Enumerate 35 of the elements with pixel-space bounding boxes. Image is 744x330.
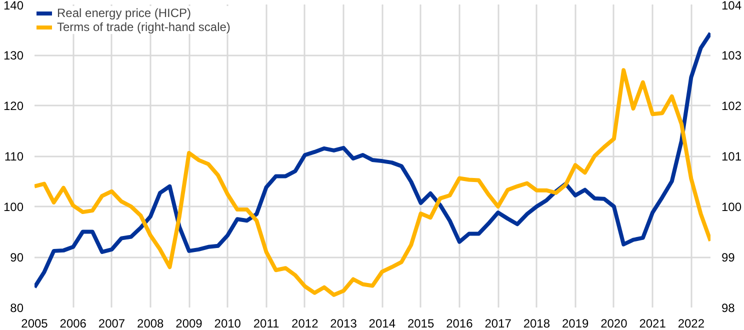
y2-tick-label: 104 bbox=[722, 0, 742, 12]
x-tick-label: 2019 bbox=[562, 316, 589, 330]
x-tick-label: 2005 bbox=[21, 316, 48, 330]
x-tick-label: 2006 bbox=[60, 316, 87, 330]
y-tick-label: 130 bbox=[3, 48, 24, 62]
x-tick-label: 2011 bbox=[253, 316, 280, 330]
y2-tick-label: 102 bbox=[722, 99, 742, 113]
x-tick-label: 2022 bbox=[678, 316, 705, 330]
x-tick-label: 2017 bbox=[484, 316, 512, 330]
x-tick-label: 2010 bbox=[214, 316, 242, 330]
y-tick-label: 120 bbox=[3, 99, 24, 113]
x-tick-label: 2020 bbox=[600, 316, 628, 330]
y-tick-label: 110 bbox=[4, 150, 24, 164]
x-tick-label: 2015 bbox=[407, 316, 434, 330]
x-tick-label: 2014 bbox=[368, 316, 396, 330]
x-tick-label: 2016 bbox=[446, 316, 474, 330]
x-tick-label: 2007 bbox=[98, 316, 126, 330]
y-tick-label: 90 bbox=[10, 250, 24, 264]
y-tick-label: 140 bbox=[3, 0, 24, 12]
x-tick-label: 2008 bbox=[137, 316, 164, 330]
y2-tick-label: 100 bbox=[722, 200, 742, 214]
line-series bbox=[34, 68, 710, 297]
y-tick-label: 80 bbox=[10, 301, 24, 315]
x-tick-label: 2009 bbox=[176, 316, 203, 330]
y2-tick-label: 103 bbox=[722, 48, 742, 62]
x-tick-label: 2018 bbox=[523, 316, 550, 330]
legend-label: Terms of trade (right-hand scale) bbox=[57, 20, 230, 34]
x-tick-label: 2012 bbox=[292, 316, 319, 330]
y-tick-label: 100 bbox=[3, 200, 24, 214]
legend-label: Real energy price (HICP) bbox=[57, 6, 192, 20]
y2-tick-label: 99 bbox=[722, 250, 736, 264]
x-tick-label: 2013 bbox=[330, 316, 358, 330]
y2-tick-label: 98 bbox=[722, 301, 736, 315]
y2-tick-label: 101 bbox=[722, 150, 742, 164]
x-tick-label: 2021 bbox=[639, 316, 666, 330]
